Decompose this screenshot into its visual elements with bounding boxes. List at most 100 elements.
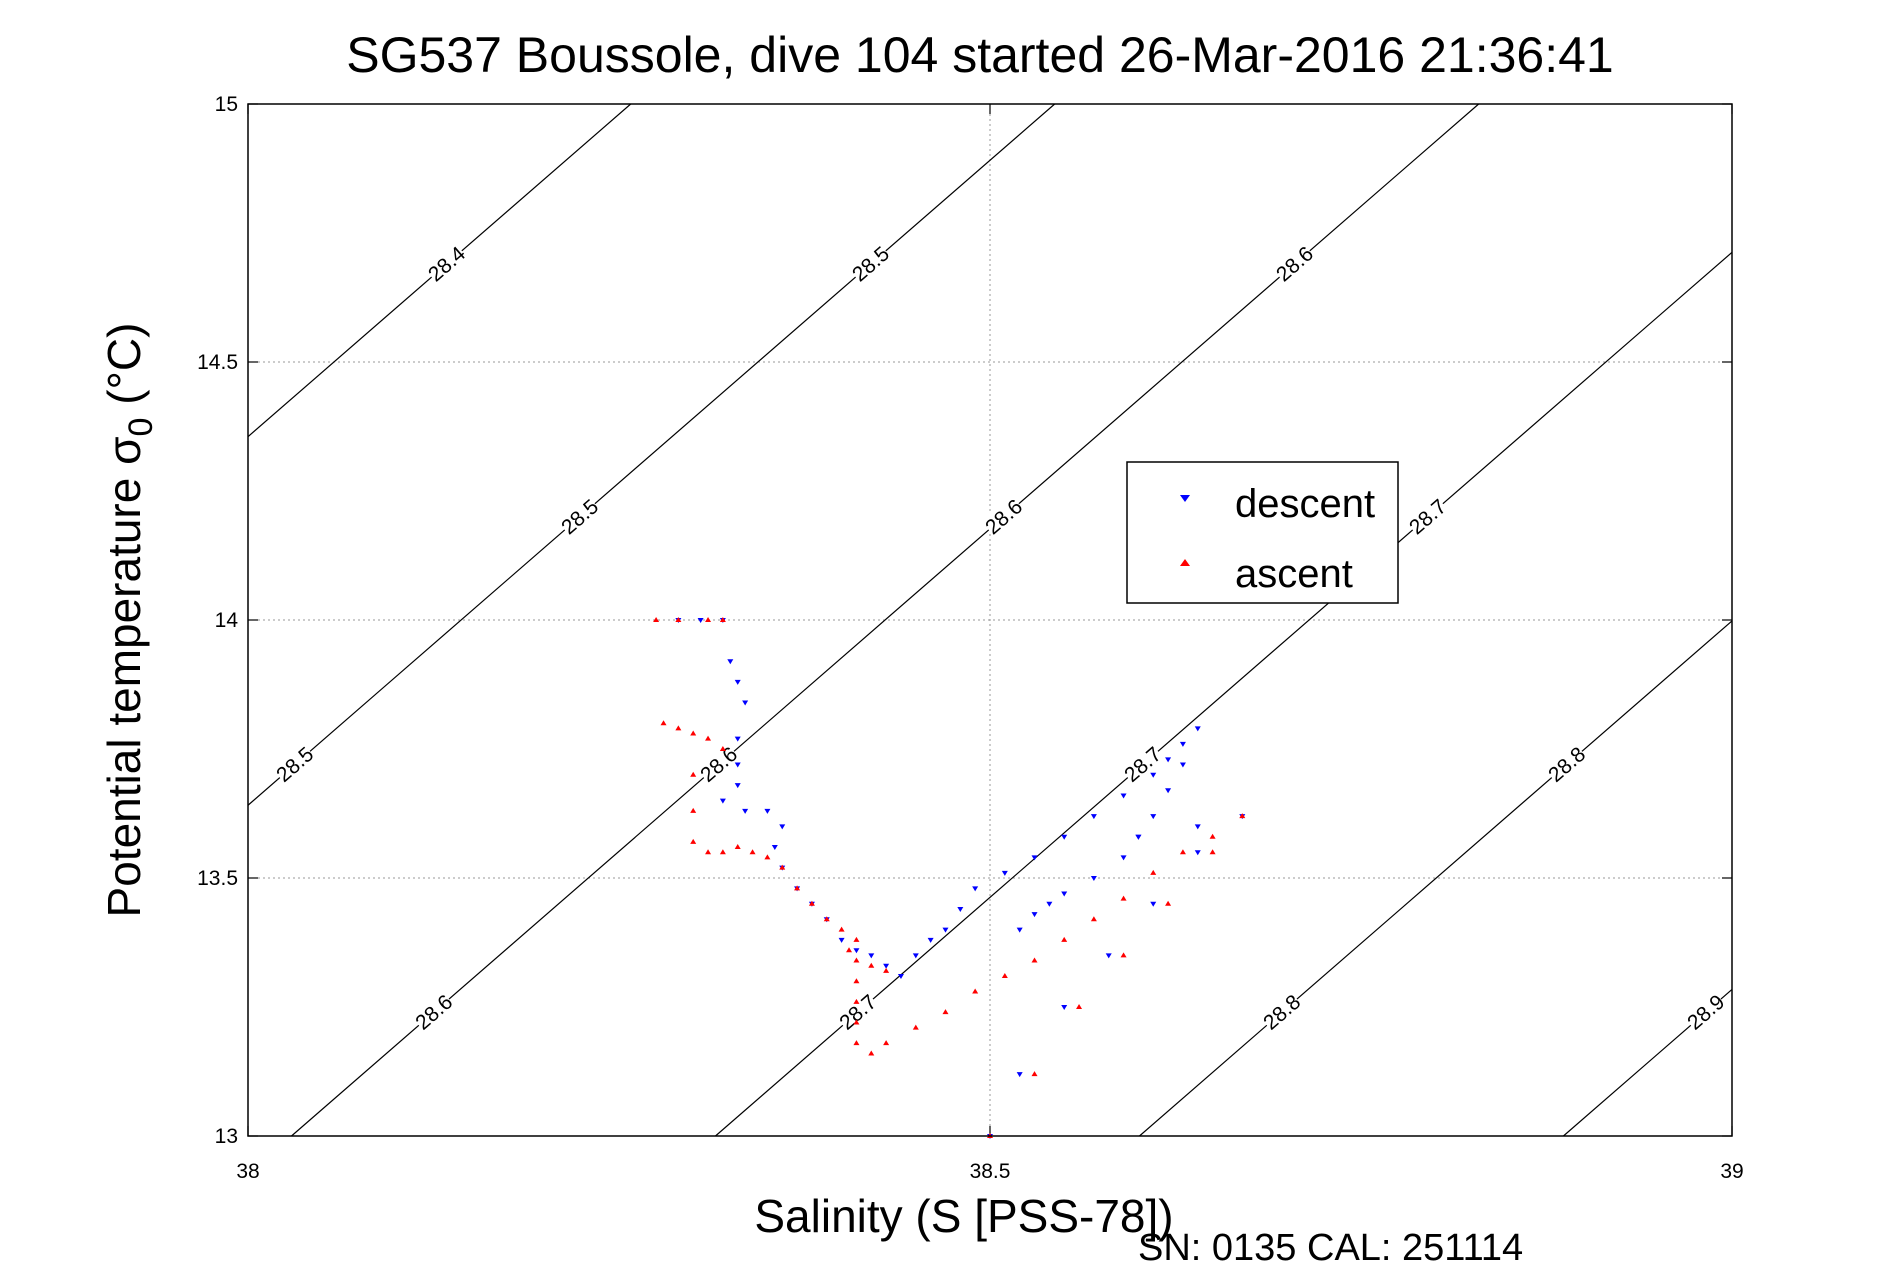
ascent-point xyxy=(653,617,660,622)
descent-point xyxy=(1165,757,1172,763)
chart-title: SG537 Boussole, dive 104 started 26-Mar-… xyxy=(346,27,1613,83)
ascent-point xyxy=(853,957,860,963)
ascent-point xyxy=(942,1009,949,1015)
descent-point xyxy=(1120,855,1127,861)
ascent-point xyxy=(868,962,875,968)
descent-point xyxy=(734,736,741,742)
descent-point xyxy=(697,618,704,623)
y-tick-label: 14.5 xyxy=(197,351,238,374)
ascent-point xyxy=(1076,1004,1083,1009)
ascent-series xyxy=(653,617,1246,1138)
y-axis-label-main: Potential temperature σ xyxy=(98,436,150,917)
legend-ascent-marker xyxy=(1180,559,1190,566)
legend-descent-marker xyxy=(1180,495,1190,502)
ascent-point xyxy=(1090,916,1097,922)
y-tick-label: 15 xyxy=(215,93,238,116)
ascent-point xyxy=(972,988,979,994)
ascent-point xyxy=(868,1050,875,1056)
descent-point xyxy=(972,886,979,892)
ascent-point xyxy=(764,854,771,860)
descent-point xyxy=(734,679,741,685)
descent-point xyxy=(1150,814,1157,820)
ascent-point xyxy=(734,844,741,850)
ascent-point xyxy=(690,771,697,777)
contour-label-bg xyxy=(423,241,470,287)
descent-point xyxy=(1120,793,1127,799)
ascent-point xyxy=(1031,1071,1038,1077)
y-axis-label-subscript: 0 xyxy=(122,418,160,437)
plot-frame xyxy=(247,103,1733,1137)
y-tick-label: 13.5 xyxy=(197,867,238,890)
descent-point xyxy=(1090,814,1097,820)
descent-point xyxy=(727,659,734,665)
descent-point xyxy=(838,937,845,943)
descent-point xyxy=(912,953,919,959)
descent-point xyxy=(942,927,949,933)
serial-calibration: SN: 0135 CAL: 251114 xyxy=(1138,1227,1523,1262)
ascent-point xyxy=(1209,833,1216,839)
descent-point xyxy=(1165,788,1172,794)
ascent-point xyxy=(1179,849,1186,855)
grid-lines xyxy=(248,104,1732,1136)
ascent-point xyxy=(660,720,667,726)
y-axis-label: Potential temperature σ0 (°C) xyxy=(98,323,160,918)
descent-point xyxy=(742,808,749,814)
y-tick-label: 14 xyxy=(215,609,239,632)
descent-point xyxy=(853,948,860,954)
contour-label-bg xyxy=(556,494,603,539)
descent-point xyxy=(1150,901,1157,907)
ascent-point xyxy=(705,735,712,741)
ascent-point xyxy=(1031,957,1038,963)
legend-box xyxy=(1126,461,1399,604)
descent-point xyxy=(1016,1072,1023,1078)
descent-point xyxy=(1061,1005,1068,1010)
x-tick-label: 39 xyxy=(1720,1160,1743,1183)
descent-point xyxy=(734,783,741,789)
ascent-point xyxy=(719,617,726,622)
ascent-point xyxy=(690,807,697,813)
contour-line-1 xyxy=(247,103,1056,806)
ascent-point xyxy=(853,978,860,984)
descent-point xyxy=(742,700,749,706)
contour-label-bg xyxy=(1543,742,1590,787)
descent-point xyxy=(927,937,934,943)
contour-label-bg xyxy=(834,989,881,1035)
ascent-point xyxy=(1209,849,1216,855)
ascent-point xyxy=(1150,869,1157,875)
ascent-point xyxy=(779,864,786,870)
axis-ticks: 38 38.5 39 13 13.5 14 14.5 15 xyxy=(197,93,1744,1183)
ascent-point xyxy=(690,730,697,736)
legend-ascent-label: ascent xyxy=(1235,552,1353,596)
descent-point xyxy=(1001,870,1008,876)
ascent-point xyxy=(675,617,682,622)
descent-point xyxy=(883,963,890,969)
y-axis-label-unit: (°C) xyxy=(98,323,150,418)
ascent-point xyxy=(883,1040,890,1046)
contour-label-bg xyxy=(980,494,1027,539)
descent-point xyxy=(1031,912,1038,918)
ascent-point xyxy=(705,849,712,855)
descent-point xyxy=(1194,824,1201,830)
ascent-point xyxy=(823,916,830,922)
descent-point xyxy=(1179,762,1186,768)
descent-point xyxy=(1135,834,1142,840)
contour-line-3 xyxy=(715,251,1733,1137)
ascent-point xyxy=(912,1024,919,1030)
contour-label-bg xyxy=(1258,989,1305,1035)
ascent-point xyxy=(705,617,712,622)
y-tick-label: 13 xyxy=(215,1125,238,1148)
descent-point xyxy=(1194,850,1201,856)
descent-point xyxy=(764,808,771,814)
contour-label-bg xyxy=(1271,241,1318,287)
ascent-point xyxy=(1165,900,1172,906)
contour-label-bg xyxy=(1404,494,1451,539)
ascent-point xyxy=(1120,895,1127,901)
contour-label-bg xyxy=(1682,989,1729,1035)
contour-line-4 xyxy=(1139,620,1733,1137)
descent-point xyxy=(957,906,964,912)
ascent-point xyxy=(846,947,853,953)
descent-point xyxy=(1016,927,1023,933)
contour-label-bg xyxy=(847,241,894,287)
ascent-point xyxy=(749,849,756,855)
